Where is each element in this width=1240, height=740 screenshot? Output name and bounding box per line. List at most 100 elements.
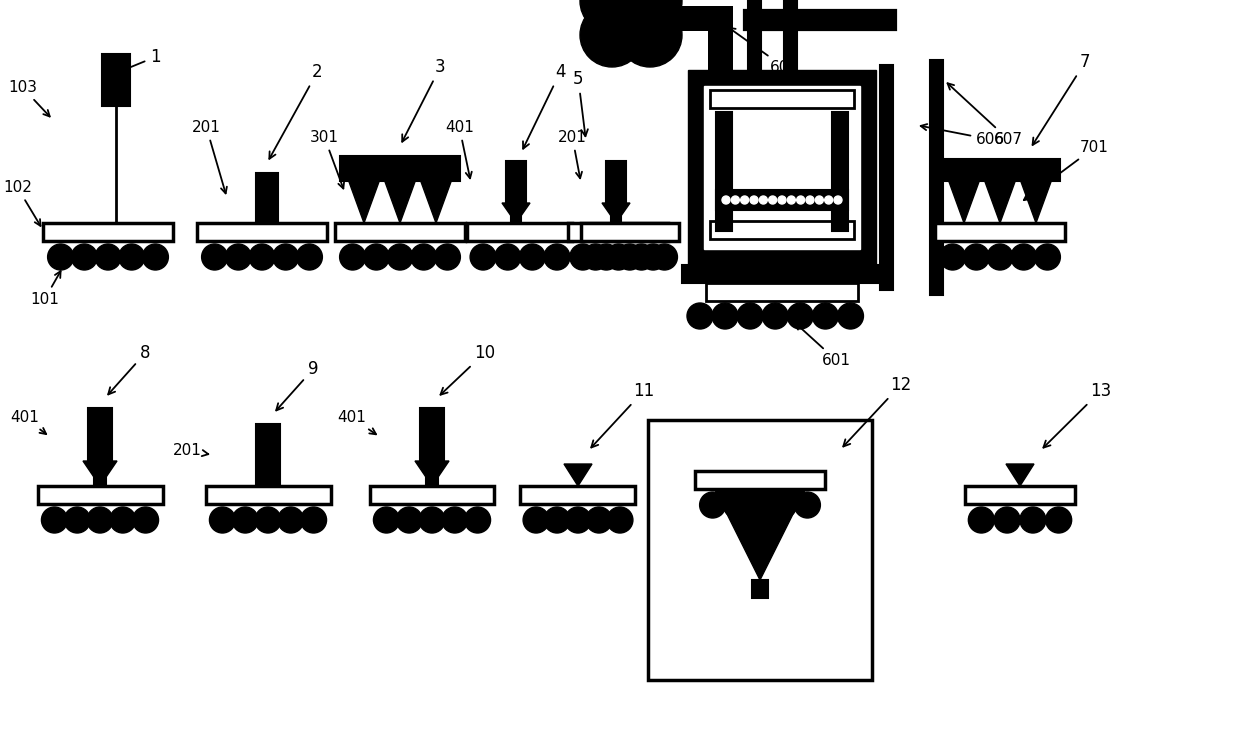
Circle shape xyxy=(523,507,549,533)
Polygon shape xyxy=(1021,179,1052,223)
Polygon shape xyxy=(715,490,805,580)
Bar xyxy=(506,161,526,205)
Circle shape xyxy=(737,303,763,329)
Circle shape xyxy=(202,244,228,270)
Polygon shape xyxy=(502,203,529,223)
Circle shape xyxy=(495,244,521,270)
Bar xyxy=(715,190,848,210)
Text: 3: 3 xyxy=(402,58,445,142)
Circle shape xyxy=(544,507,570,533)
Polygon shape xyxy=(601,203,630,223)
Bar xyxy=(206,486,331,504)
Text: 103: 103 xyxy=(7,80,50,116)
Circle shape xyxy=(618,3,682,67)
Circle shape xyxy=(64,507,91,533)
Bar xyxy=(582,223,680,241)
Bar xyxy=(711,221,854,239)
Circle shape xyxy=(1011,244,1037,270)
Bar xyxy=(711,90,854,108)
Circle shape xyxy=(441,507,467,533)
Circle shape xyxy=(296,244,322,270)
Text: 2: 2 xyxy=(269,63,322,159)
Circle shape xyxy=(397,507,423,533)
Polygon shape xyxy=(384,179,415,223)
Polygon shape xyxy=(1006,464,1034,486)
Circle shape xyxy=(963,244,990,270)
Bar xyxy=(965,486,1075,504)
Bar xyxy=(37,486,162,504)
Circle shape xyxy=(340,244,366,270)
Bar xyxy=(335,223,465,241)
Text: 607: 607 xyxy=(947,83,1023,147)
Text: 602: 602 xyxy=(729,28,799,75)
Circle shape xyxy=(1034,244,1060,270)
Circle shape xyxy=(796,196,805,204)
Circle shape xyxy=(837,303,863,329)
Text: 9: 9 xyxy=(277,360,319,411)
Circle shape xyxy=(687,303,713,329)
Circle shape xyxy=(722,196,730,204)
Circle shape xyxy=(806,196,813,204)
Circle shape xyxy=(629,244,655,270)
Circle shape xyxy=(732,196,739,204)
Circle shape xyxy=(410,244,436,270)
Circle shape xyxy=(723,492,749,518)
Text: 12: 12 xyxy=(843,376,911,446)
Circle shape xyxy=(740,196,749,204)
Bar xyxy=(694,471,825,489)
Circle shape xyxy=(580,0,644,33)
Circle shape xyxy=(771,492,796,518)
Bar xyxy=(715,112,732,231)
Bar xyxy=(420,408,444,466)
Bar xyxy=(197,223,327,241)
Polygon shape xyxy=(949,179,980,223)
Circle shape xyxy=(605,244,631,270)
Circle shape xyxy=(994,507,1021,533)
Bar xyxy=(930,60,942,295)
Circle shape xyxy=(210,507,236,533)
Circle shape xyxy=(300,507,326,533)
Circle shape xyxy=(787,303,813,329)
Polygon shape xyxy=(83,461,117,486)
Bar xyxy=(262,476,274,486)
Polygon shape xyxy=(420,179,453,223)
Circle shape xyxy=(640,244,666,270)
Bar xyxy=(102,54,130,106)
Circle shape xyxy=(434,244,460,270)
Bar xyxy=(88,408,112,466)
Bar xyxy=(748,0,761,70)
Circle shape xyxy=(759,196,768,204)
Circle shape xyxy=(465,507,491,533)
Circle shape xyxy=(143,244,169,270)
Bar xyxy=(649,420,872,680)
Circle shape xyxy=(587,507,613,533)
Bar xyxy=(688,70,875,265)
Polygon shape xyxy=(415,461,449,486)
Circle shape xyxy=(255,507,281,533)
Circle shape xyxy=(583,244,609,270)
Circle shape xyxy=(565,507,591,533)
Circle shape xyxy=(593,244,619,270)
Circle shape xyxy=(95,244,122,270)
Circle shape xyxy=(110,507,135,533)
Text: 1: 1 xyxy=(108,48,161,77)
Bar xyxy=(255,424,280,486)
Circle shape xyxy=(825,196,833,204)
Text: 13: 13 xyxy=(1043,382,1111,448)
Text: 201: 201 xyxy=(174,443,208,458)
Circle shape xyxy=(119,244,145,270)
Circle shape xyxy=(580,3,644,67)
Text: 7: 7 xyxy=(1033,53,1090,145)
Bar xyxy=(340,156,460,181)
Circle shape xyxy=(795,492,821,518)
Circle shape xyxy=(816,196,823,204)
Bar xyxy=(832,112,848,231)
Polygon shape xyxy=(564,464,591,486)
Bar xyxy=(611,205,621,223)
Circle shape xyxy=(570,244,596,270)
Circle shape xyxy=(812,303,838,329)
Bar xyxy=(370,486,495,504)
Circle shape xyxy=(987,244,1013,270)
Circle shape xyxy=(226,244,252,270)
Polygon shape xyxy=(985,179,1016,223)
